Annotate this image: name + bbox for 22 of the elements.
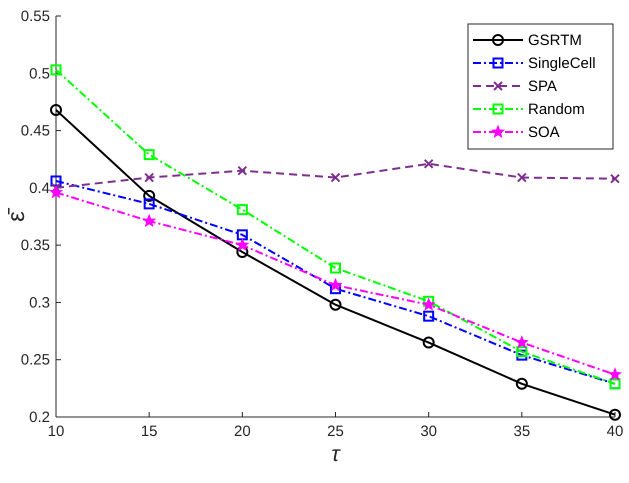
x-tick-label: 20 [234, 423, 251, 440]
y-axis-title: ε̄ [3, 207, 30, 222]
legend-label: SOA [528, 124, 560, 141]
x-tick-label: 40 [606, 423, 624, 440]
legend-label: SingleCell [528, 55, 596, 72]
y-tick-label: 0.4 [29, 180, 50, 197]
x-tick-label: 15 [140, 423, 158, 440]
x-tick-label: 10 [48, 423, 64, 440]
x-tick-label: 35 [513, 423, 530, 440]
legend-label: Random [528, 101, 585, 118]
y-tick-label: 0.35 [20, 237, 50, 254]
x-axis-title: τ [331, 441, 342, 466]
x-tick-label: 25 [327, 423, 344, 440]
y-tick-label: 0.5 [29, 65, 50, 82]
x-tick-label: 30 [420, 423, 438, 440]
legend-label: SPA [528, 78, 557, 95]
y-tick-label: 0.2 [29, 409, 50, 426]
y-tick-label: 0.25 [20, 352, 50, 369]
legend-label: GSRTM [528, 32, 582, 49]
y-tick-label: 0.45 [20, 122, 50, 140]
y-tick-label: 0.3 [29, 294, 50, 312]
y-tick-label: 0.55 [20, 8, 50, 25]
